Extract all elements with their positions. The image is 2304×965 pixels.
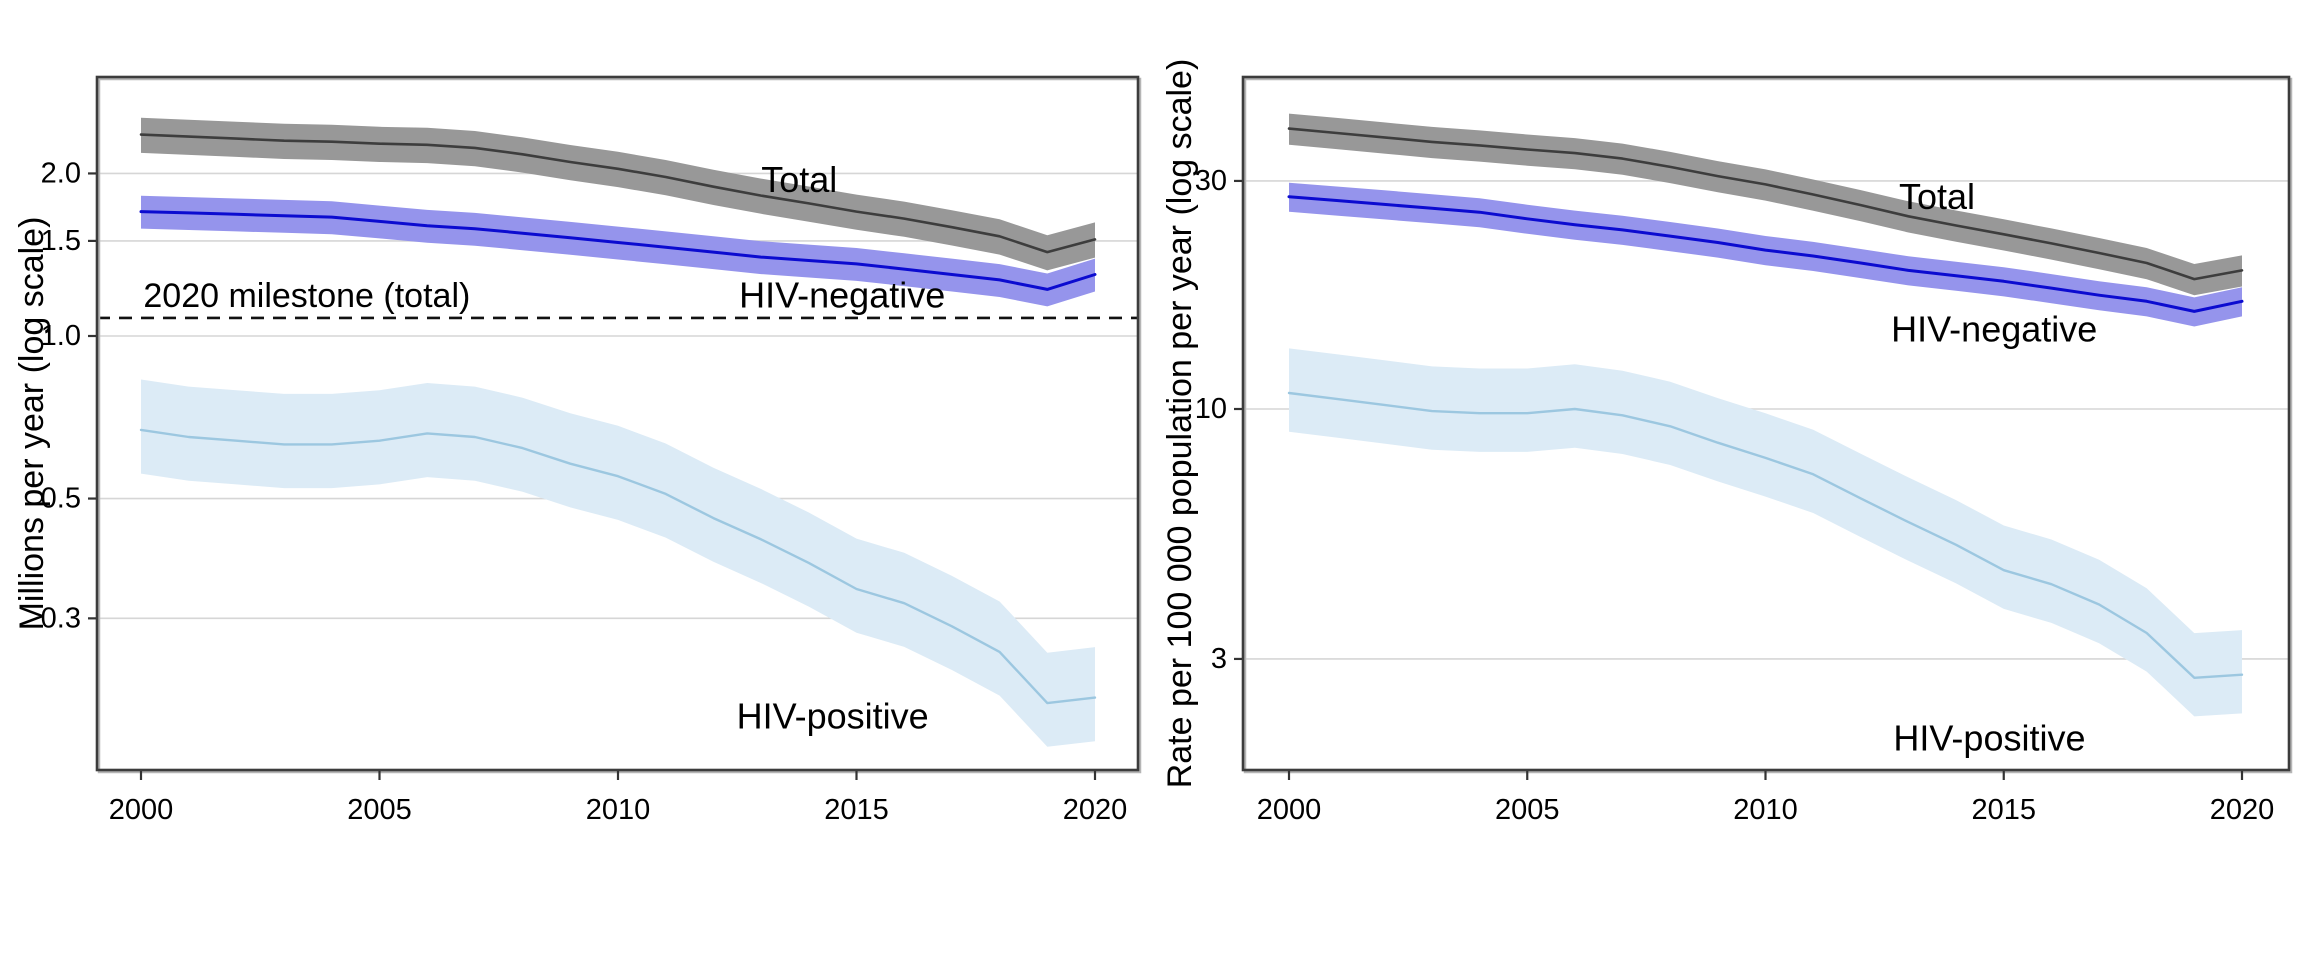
y-tick-label-left-0.3: 0.3 xyxy=(41,602,81,634)
series-band-left-hiv-positive xyxy=(141,379,1095,747)
annotation-right-hiv-negative: HIV-negative xyxy=(1891,309,2097,350)
y-axis-title-right: Rate per 100 000 population per year (lo… xyxy=(1161,59,1199,789)
y-tick-label-right-10: 10 xyxy=(1195,393,1227,425)
x-tick-label-right-2010: 2010 xyxy=(1733,794,1798,826)
panel-border-left xyxy=(95,75,1140,772)
series-line-left-total xyxy=(139,133,1097,254)
y-tick-label-right-3: 3 xyxy=(1211,643,1227,675)
series-line-left-hiv-positive xyxy=(139,428,1097,705)
x-tick-label-right-2020: 2020 xyxy=(2210,794,2275,826)
series-line-right-total xyxy=(1287,127,2244,281)
y-axis-title-left: Millions per year (log scale) xyxy=(13,217,51,631)
y-tick-label-right-30: 30 xyxy=(1195,165,1227,197)
x-tick-label-left-2010: 2010 xyxy=(586,794,651,826)
x-tick-label-left-2020: 2020 xyxy=(1063,794,1128,826)
series-band-right-hiv-positive xyxy=(1289,348,2242,717)
annotation-right-total: Total xyxy=(1899,176,1975,217)
series-line-right-hiv-positive xyxy=(1287,391,2244,679)
annotation-right-hiv-positive: HIV-positive xyxy=(1893,717,2085,758)
y-tick-label-left-2.0: 2.0 xyxy=(41,157,81,189)
series-band-left-hiv-negative xyxy=(141,195,1095,307)
series-band-left-total xyxy=(141,117,1095,271)
y-tick-label-left-1.5: 1.5 xyxy=(41,225,81,257)
x-tick-label-right-2000: 2000 xyxy=(1257,794,1322,826)
panel-shadow-left xyxy=(97,77,1142,774)
panel-border-right xyxy=(1241,75,2291,772)
series-line-right-hiv-negative xyxy=(1287,195,2244,313)
x-tick-label-right-2005: 2005 xyxy=(1495,794,1560,826)
series-line-left-hiv-negative xyxy=(139,210,1097,291)
x-tick-label-left-2000: 2000 xyxy=(109,794,174,826)
panel-shadow-right xyxy=(1243,77,2293,774)
annotation-left-total: Total xyxy=(761,159,837,200)
refline-label-left: 2020 milestone (total) xyxy=(143,277,470,315)
x-tick-label-left-2005: 2005 xyxy=(347,794,412,826)
x-tick-label-left-2015: 2015 xyxy=(824,794,889,826)
x-tick-label-right-2015: 2015 xyxy=(1971,794,2036,826)
y-tick-label-left-1.0: 1.0 xyxy=(41,320,81,352)
annotation-left-hiv-positive: HIV-positive xyxy=(737,695,929,736)
series-band-right-total xyxy=(1289,113,2242,296)
annotation-left-hiv-negative: HIV-negative xyxy=(739,275,945,316)
y-tick-label-left-0.5: 0.5 xyxy=(41,483,81,515)
